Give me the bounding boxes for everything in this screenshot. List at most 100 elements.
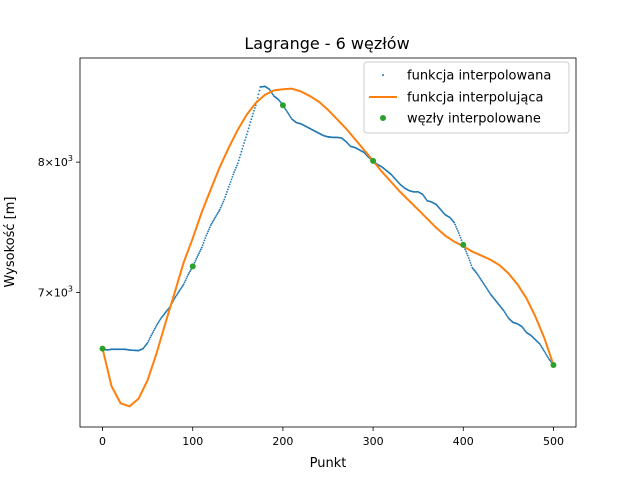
data-point xyxy=(155,324,158,327)
data-point xyxy=(424,197,427,200)
data-point xyxy=(547,356,549,359)
data-point xyxy=(484,284,486,287)
data-point xyxy=(218,208,221,211)
x-axis-ticks: 0 100 200 300 400 500 xyxy=(99,427,564,448)
x-tick-label: 400 xyxy=(453,435,474,448)
data-point xyxy=(183,281,186,284)
data-point xyxy=(217,210,220,213)
data-point xyxy=(223,198,226,201)
data-point xyxy=(178,290,181,293)
data-point xyxy=(239,153,242,156)
data-point xyxy=(188,272,191,274)
data-point xyxy=(545,353,548,356)
data-point xyxy=(454,223,457,226)
data-point xyxy=(470,264,473,267)
data-point xyxy=(206,232,209,235)
data-point xyxy=(213,218,216,220)
legend: funkcja interpolowana funkcja interpoluj… xyxy=(363,61,570,134)
data-point xyxy=(215,214,218,217)
data-point xyxy=(253,109,255,112)
data-point xyxy=(488,291,491,294)
plot-frame xyxy=(79,57,577,428)
data-point xyxy=(225,193,227,196)
data-point xyxy=(186,275,189,278)
node-marker xyxy=(460,241,467,248)
y-axis-ticks: 7×103 8×103 xyxy=(38,154,80,300)
data-point xyxy=(477,275,480,277)
data-point xyxy=(181,284,184,287)
data-point xyxy=(542,349,545,351)
node-marker xyxy=(99,345,106,352)
x-tick-label: 100 xyxy=(182,435,203,448)
data-point xyxy=(242,145,245,147)
data-point xyxy=(208,226,211,229)
data-point xyxy=(480,279,483,281)
data-point xyxy=(208,228,210,231)
data-point xyxy=(483,283,485,286)
series-interpolated-function xyxy=(101,85,555,366)
data-point xyxy=(482,281,485,284)
data-point xyxy=(216,213,218,216)
data-point xyxy=(469,261,472,264)
data-point xyxy=(153,329,155,332)
data-point xyxy=(546,355,549,357)
data-point xyxy=(175,294,178,297)
data-point xyxy=(152,331,154,334)
data-point xyxy=(476,273,479,276)
data-point xyxy=(257,93,260,96)
data-point xyxy=(221,202,224,205)
data-point xyxy=(234,169,237,171)
data-point xyxy=(157,321,160,324)
data-point xyxy=(288,114,291,116)
legend-label-interpolated: funkcja interpolowana xyxy=(407,69,551,84)
data-point xyxy=(150,334,153,337)
data-point xyxy=(217,211,219,214)
x-tick-label: 500 xyxy=(543,435,564,448)
data-point xyxy=(271,92,273,95)
data-point xyxy=(187,273,190,276)
data-point xyxy=(240,150,243,153)
data-point xyxy=(238,156,241,159)
data-point xyxy=(147,340,150,342)
data-point xyxy=(182,283,185,286)
data-point xyxy=(224,196,227,198)
data-point xyxy=(479,277,482,280)
data-point xyxy=(154,326,157,328)
data-point xyxy=(220,204,223,207)
data-point xyxy=(210,222,213,225)
data-point xyxy=(176,293,179,295)
data-point xyxy=(203,239,206,242)
data-point xyxy=(254,107,256,109)
data-point xyxy=(465,250,467,253)
data-point xyxy=(465,252,468,255)
data-point xyxy=(245,136,247,139)
data-point xyxy=(232,173,235,176)
data-point xyxy=(228,183,231,186)
data-point xyxy=(174,295,177,298)
data-point xyxy=(485,287,488,290)
data-point xyxy=(198,252,200,255)
data-point xyxy=(179,288,182,291)
data-point xyxy=(156,322,159,325)
data-point xyxy=(212,219,215,222)
legend-box xyxy=(363,61,570,134)
data-point xyxy=(177,291,180,294)
legend-item-interpolating: funkcja interpolująca xyxy=(369,91,543,106)
data-point xyxy=(244,139,246,142)
data-point xyxy=(214,216,217,219)
x-axis-label: Punkt xyxy=(310,456,347,471)
data-point xyxy=(425,198,428,201)
x-tick-label: 300 xyxy=(363,435,384,448)
x-tick-label: 200 xyxy=(272,435,293,448)
data-point xyxy=(539,344,542,347)
data-point xyxy=(243,142,246,144)
data-point xyxy=(219,206,222,209)
data-point xyxy=(457,232,460,234)
node-marker xyxy=(550,361,557,368)
data-point xyxy=(247,127,250,130)
data-point xyxy=(285,109,288,112)
data-point xyxy=(250,118,253,121)
data-point xyxy=(249,121,252,124)
data-point xyxy=(256,96,259,99)
data-point xyxy=(455,225,457,228)
